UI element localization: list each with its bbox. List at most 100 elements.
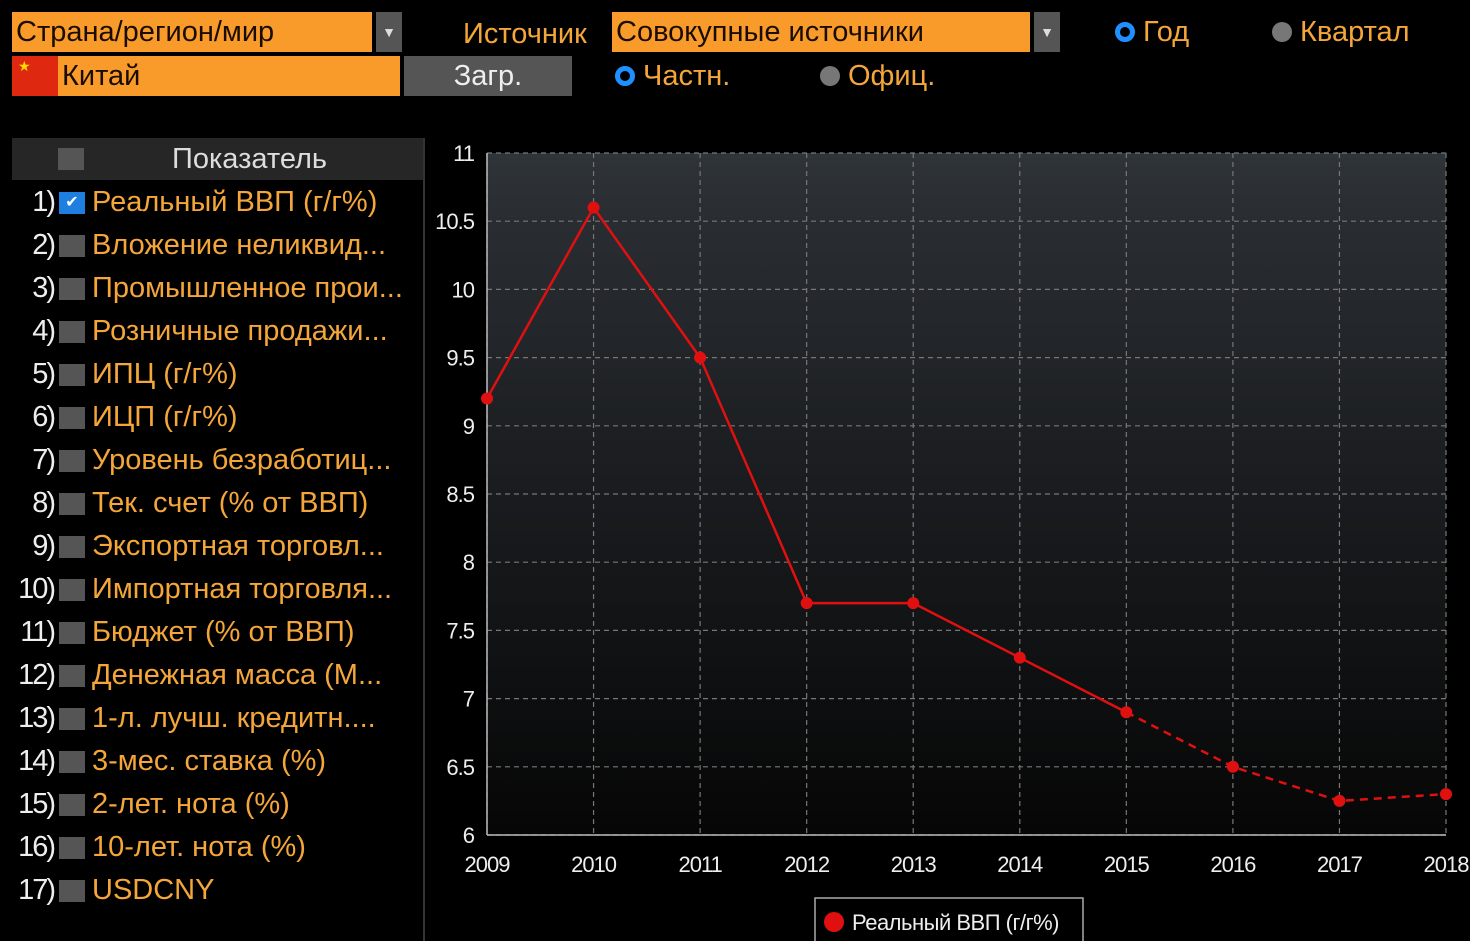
data-point	[694, 351, 707, 364]
data-point	[1333, 794, 1346, 807]
item-number: 3)	[32, 272, 56, 304]
item-label: 2-лет. нота (%)	[92, 788, 290, 820]
item-checkbox[interactable]	[59, 493, 85, 515]
x-tick-label: 2011	[678, 852, 722, 877]
item-checkbox[interactable]	[59, 321, 85, 343]
y-tick-label: 7.5	[446, 618, 474, 643]
item-checkbox[interactable]	[59, 364, 85, 386]
load-button[interactable]: Загр.	[404, 56, 572, 96]
radio-button[interactable]	[1115, 22, 1135, 42]
item-label: ИЦП (г/г%)	[92, 401, 238, 433]
item-number: 11)	[20, 616, 56, 648]
legend-box	[814, 897, 1084, 941]
y-tick-label: 10.5	[435, 209, 475, 234]
dropdown-arrow[interactable]: ▼	[1034, 12, 1060, 52]
data-point	[1226, 760, 1239, 773]
item-checkbox[interactable]	[59, 751, 85, 773]
country-field[interactable]: Китай	[58, 56, 400, 96]
item-label: Вложение неликвид...	[92, 229, 387, 261]
y-tick-label: 6	[463, 823, 475, 848]
item-checkbox[interactable]	[59, 407, 85, 429]
item-number: 12)	[18, 659, 56, 691]
source-dropdown[interactable]: Совокупные источники	[612, 12, 1030, 52]
item-number: 4)	[32, 315, 56, 347]
item-label: Денежная масса (М...	[92, 659, 383, 691]
series-line	[1125, 711, 1447, 803]
header-checkbox[interactable]	[58, 148, 84, 170]
item-number: 17)	[18, 874, 56, 906]
radio-button[interactable]	[615, 66, 635, 86]
radio-label: Квартал	[1300, 16, 1410, 48]
item-checkbox[interactable]	[59, 837, 85, 859]
data-point	[907, 597, 920, 610]
flag: ★	[12, 56, 58, 96]
item-checkbox[interactable]	[59, 450, 85, 472]
y-tick-label: 9	[463, 414, 475, 439]
item-checkbox[interactable]	[59, 536, 85, 558]
indicator-panel: Показатель 1) ✔ Реальный ВВП (г/г%) 2) Вложе…	[12, 138, 425, 941]
item-number: 13)	[18, 702, 56, 734]
item-label: 3-мес. ставка (%)	[92, 745, 327, 777]
data-point	[1440, 788, 1452, 801]
item-label: Реальный ВВП (г/г%)	[92, 186, 378, 218]
item-label: Тек. счет (% от ВВП)	[92, 487, 369, 519]
data-point	[587, 201, 600, 214]
item-number: 8)	[32, 487, 56, 519]
radio-label: Офиц.	[848, 60, 936, 92]
x-tick-label: 2017	[1317, 852, 1363, 877]
item-number: 14)	[18, 745, 56, 777]
x-tick-label: 2012	[784, 852, 830, 877]
item-number: 9)	[32, 530, 56, 562]
source-label: Источник	[463, 18, 587, 50]
item-number: 6)	[32, 401, 56, 433]
item-checkbox[interactable]	[59, 622, 85, 644]
y-tick-label: 8	[463, 550, 475, 575]
item-checkbox[interactable]: ✔	[59, 192, 85, 214]
item-number: 15)	[18, 788, 56, 820]
x-tick-label: 2015	[1104, 852, 1150, 877]
item-checkbox[interactable]	[59, 278, 85, 300]
item-label: Импортная торговля...	[92, 573, 393, 605]
x-tick-label: 2013	[891, 852, 937, 877]
item-label: Бюджет (% от ВВП)	[92, 616, 355, 648]
y-tick-label: 8.5	[446, 482, 474, 507]
x-tick-label: 2014	[997, 852, 1043, 877]
item-label: Уровень безработиц...	[92, 444, 392, 476]
header-title: Показатель	[172, 143, 328, 175]
item-checkbox[interactable]	[59, 708, 85, 730]
item-number: 7)	[32, 444, 56, 476]
item-checkbox[interactable]	[59, 665, 85, 687]
item-checkbox[interactable]	[59, 235, 85, 257]
data-point	[481, 392, 493, 405]
y-tick-label: 10	[452, 277, 475, 302]
item-label: Промышленное прои...	[92, 272, 403, 304]
item-number: 2)	[32, 229, 56, 261]
item-number: 10)	[18, 573, 56, 605]
radio-button[interactable]	[820, 66, 840, 86]
item-label: Экспортная торговл...	[92, 530, 384, 562]
item-label: ИПЦ (г/г%)	[92, 358, 238, 390]
radio-button[interactable]	[1272, 22, 1292, 42]
item-label: Розничные продажи...	[92, 315, 388, 347]
data-point	[800, 597, 813, 610]
dropdown-arrow[interactable]: ▼	[376, 12, 402, 52]
item-checkbox[interactable]	[59, 794, 85, 816]
x-tick-label: 2009	[465, 852, 511, 877]
item-checkbox[interactable]	[59, 579, 85, 601]
legend-label: Реальный ВВП (г/г%)	[852, 910, 1059, 935]
region-dropdown[interactable]: Страна/регион/мир	[12, 12, 372, 52]
item-number: 1)	[32, 186, 56, 218]
item-label: USDCNY	[92, 874, 215, 906]
item-label: 1-л. лучш. кредитн....	[92, 702, 376, 734]
x-tick-label: 2016	[1210, 852, 1256, 877]
y-tick-label: 9.5	[446, 346, 474, 371]
item-checkbox[interactable]	[59, 880, 85, 902]
item-number: 5)	[32, 358, 56, 390]
radio-label: Год	[1143, 16, 1190, 48]
radio-label: Частн.	[643, 60, 731, 92]
data-point	[1120, 706, 1133, 719]
y-tick-label: 11	[453, 141, 475, 166]
y-tick-label: 7	[463, 687, 475, 712]
